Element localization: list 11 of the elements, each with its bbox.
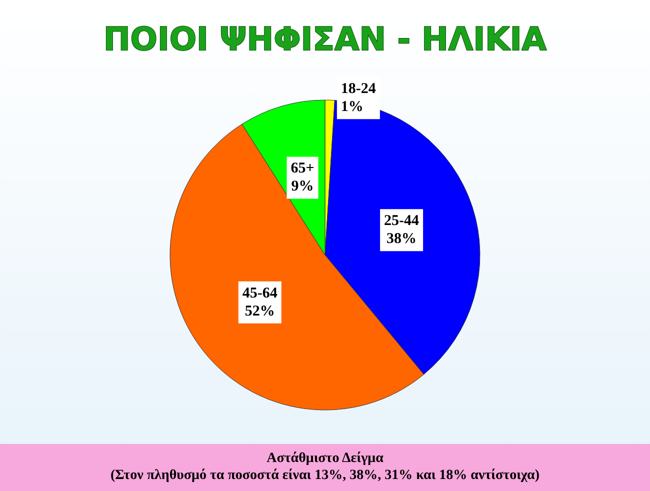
text: Αστάθμιστο Δείγμα [266,450,384,467]
slice-label: 45-64 [242,285,278,302]
chart-title: ΠΟΙΟΙ ΨΗΦΙΣΑΝ - ΗΛΙΚΙΑ [103,20,547,58]
slice-label: 65+ [290,160,314,177]
data-label: 38% [386,231,417,248]
slice-label: 18-24 [340,81,376,98]
slice-label: 25-44 [384,213,420,230]
data-label: 1% [340,99,364,116]
data-label: 52% [244,303,275,320]
text: (Στον πληθυσμό τα ποσοστά είναι 13%, 38%, 31% και 18% αντίστοιχα) [110,467,540,484]
data-label: 9% [291,178,314,195]
